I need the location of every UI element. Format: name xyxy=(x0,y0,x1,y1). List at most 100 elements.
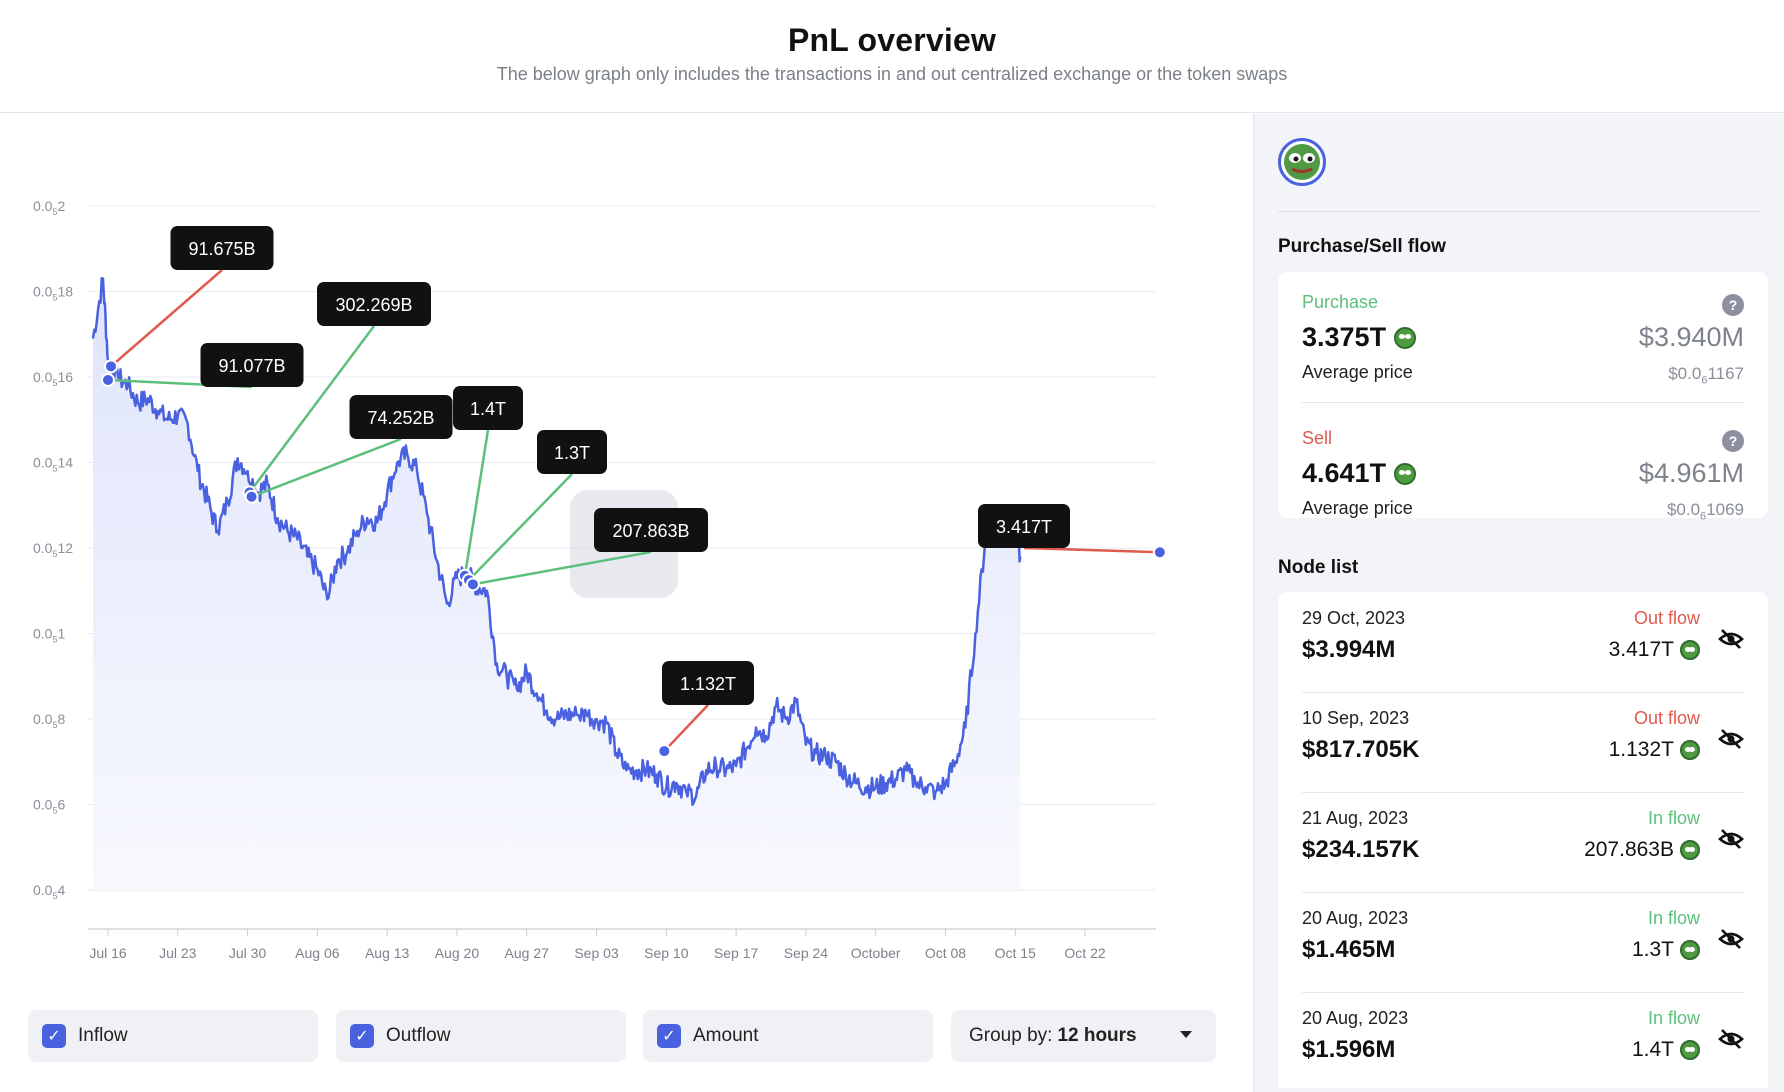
marker-dot xyxy=(101,372,115,387)
pnl-chart-panel: 0.054 0.056 0.058 0.051 0.0512 0.0514 0.0516 0.… xyxy=(0,114,1252,984)
purchase-avg-label: Average price xyxy=(1302,362,1413,382)
x-tick-label: October xyxy=(851,945,901,961)
purchase-amount-value: 3.375T xyxy=(1302,322,1387,352)
marker-tag-label: 1.4T xyxy=(470,399,506,419)
pnl-chart[interactable]: 0.054 0.056 0.058 0.051 0.0512 0.0514 0.0516 0.… xyxy=(0,114,1252,984)
eye-off-icon[interactable] xyxy=(1718,1028,1744,1050)
sell-label: Sell xyxy=(1302,428,1333,448)
node-divider xyxy=(1302,892,1744,893)
marker-leader-line xyxy=(248,325,376,494)
marker-leader-line xyxy=(251,437,402,498)
purchase-label: Purchase xyxy=(1302,292,1379,312)
x-tick-label: Aug 06 xyxy=(295,945,340,961)
chart-controls: ✓ Inflow ✓ Outflow ✓ Amount Group by: 12… xyxy=(0,1010,1252,1062)
purchase-sell-title: Purchase/Sell flow xyxy=(1278,236,1446,257)
node-amount-value: 207.863B xyxy=(1584,838,1674,861)
pepe-coin-icon xyxy=(1680,640,1700,660)
amount-toggle[interactable]: ✓ Amount xyxy=(643,1010,933,1062)
node-direction: Out flow xyxy=(1633,608,1700,628)
pepe-coin-icon xyxy=(1680,940,1700,960)
pepe-token-icon xyxy=(1278,138,1326,186)
node-date: 20 Aug, 2023 xyxy=(1302,908,1409,928)
node-list-item[interactable]: 10 Sep, 2023 $817.705K Out flow 1.132T xyxy=(1302,692,1744,792)
node-list-title: Node list xyxy=(1278,557,1359,578)
marker-tag xyxy=(978,504,1070,548)
marker-tag xyxy=(170,226,274,270)
sell-amount-value: 4.641T xyxy=(1302,458,1387,488)
node-list-item[interactable]: 29 Oct, 2023 $3.994M Out flow 3.417T xyxy=(1302,592,1744,692)
marker-dot xyxy=(657,744,672,759)
pepe-coin-icon xyxy=(1394,462,1417,485)
purchase-avg-price: $0.061167 xyxy=(1668,364,1744,386)
sell-usd: $4.961M xyxy=(1638,458,1744,488)
y-tick-label: 0.054 xyxy=(33,882,65,901)
eye-off-icon[interactable] xyxy=(1718,928,1744,950)
node-list-item[interactable]: 21 Aug, 2023 $234.157K In flow 207.863B xyxy=(1302,792,1744,892)
node-list-item[interactable]: 20 Aug, 2023 $1.465M In flow 1.3T xyxy=(1302,892,1744,992)
marker-leader-line xyxy=(1023,546,1160,554)
card-divider xyxy=(1302,402,1744,403)
marker-tag-label: 1.132T xyxy=(680,674,736,694)
eye-off-icon[interactable] xyxy=(1718,728,1744,750)
marker-leader-line xyxy=(463,429,490,576)
x-tick-label: Jul 16 xyxy=(89,945,127,961)
inflow-checkbox[interactable]: ✓ xyxy=(42,1024,66,1048)
node-amount: 207.863B xyxy=(1584,838,1700,862)
purchase-avg-sub: 6 xyxy=(1701,374,1708,387)
node-amount: 1.4T xyxy=(1632,1038,1700,1062)
group-by-select[interactable]: Group by: 12 hours xyxy=(951,1010,1216,1062)
marker-tag xyxy=(453,386,523,430)
node-usd: $1.596M xyxy=(1302,1036,1396,1063)
sell-amount: 4.641T xyxy=(1302,458,1417,489)
sell-row: Sell ? 4.641T $4.961M Average price $0.0… xyxy=(1302,428,1744,538)
y-tick-label: 0.0516 xyxy=(33,369,73,388)
help-icon[interactable]: ? xyxy=(1722,294,1744,316)
marker-leader-line xyxy=(110,269,223,368)
marker-tag-label: 91.077B xyxy=(218,356,285,376)
node-divider xyxy=(1302,792,1744,793)
group-by-value: 12 hours xyxy=(1057,1025,1137,1046)
marker-tag-label: 74.252B xyxy=(367,408,434,428)
node-amount: 1.132T xyxy=(1609,738,1700,762)
node-usd: $3.994M xyxy=(1302,636,1396,663)
x-tick-label: Aug 20 xyxy=(435,945,480,961)
y-tick-label: 0.056 xyxy=(33,797,65,816)
sidebar: Purchase/Sell flow Purchase ? 3.375T $3.… xyxy=(1253,114,1784,1092)
node-amount-value: 1.4T xyxy=(1631,1038,1674,1061)
purchase-avg-tail: 1167 xyxy=(1707,364,1744,383)
x-tick-label: Aug 13 xyxy=(365,945,410,961)
outflow-checkbox[interactable]: ✓ xyxy=(350,1024,374,1048)
node-amount-value: 1.3T xyxy=(1631,938,1674,961)
x-tick-label: Oct 15 xyxy=(995,945,1036,961)
node-amount-value: 3.417T xyxy=(1608,638,1674,661)
sell-avg-price: $0.061069 xyxy=(1667,500,1744,522)
node-direction: In flow xyxy=(1647,808,1700,828)
pepe-coin-icon xyxy=(1680,840,1700,860)
node-date: 20 Aug, 2023 xyxy=(1302,1008,1409,1028)
eye-off-icon[interactable] xyxy=(1718,628,1744,650)
y-tick-label: 0.052 xyxy=(33,198,65,217)
marker-dot xyxy=(103,359,118,374)
amount-checkbox[interactable]: ✓ xyxy=(657,1024,681,1048)
node-date: 10 Sep, 2023 xyxy=(1302,708,1410,728)
x-tick-label: Sep 03 xyxy=(574,945,619,961)
x-tick-label: Aug 27 xyxy=(505,945,550,961)
x-tick-label: Sep 17 xyxy=(714,945,759,961)
outflow-toggle[interactable]: ✓ Outflow xyxy=(336,1010,626,1062)
marker-dot xyxy=(465,577,480,592)
page-subtitle: The below graph only includes the transa… xyxy=(496,64,1288,84)
node-list-card: 29 Oct, 2023 $3.994M Out flow 3.417T 10 … xyxy=(1278,592,1768,1088)
node-direction: In flow xyxy=(1647,1008,1700,1028)
x-tick-label: Sep 10 xyxy=(644,945,689,961)
inflow-toggle[interactable]: ✓ Inflow xyxy=(28,1010,318,1062)
node-direction: Out flow xyxy=(1633,708,1700,728)
node-list-item[interactable]: 20 Aug, 2023 $1.596M In flow 1.4T xyxy=(1302,992,1744,1092)
marker-tag xyxy=(537,430,607,474)
eye-off-icon[interactable] xyxy=(1718,828,1744,850)
node-divider xyxy=(1302,692,1744,693)
node-direction: In flow xyxy=(1647,908,1700,928)
outflow-label: Outflow xyxy=(386,1025,451,1046)
y-tick-label: 0.0518 xyxy=(33,284,73,303)
x-tick-label: Sep 24 xyxy=(784,945,829,961)
help-icon[interactable]: ? xyxy=(1722,430,1744,452)
